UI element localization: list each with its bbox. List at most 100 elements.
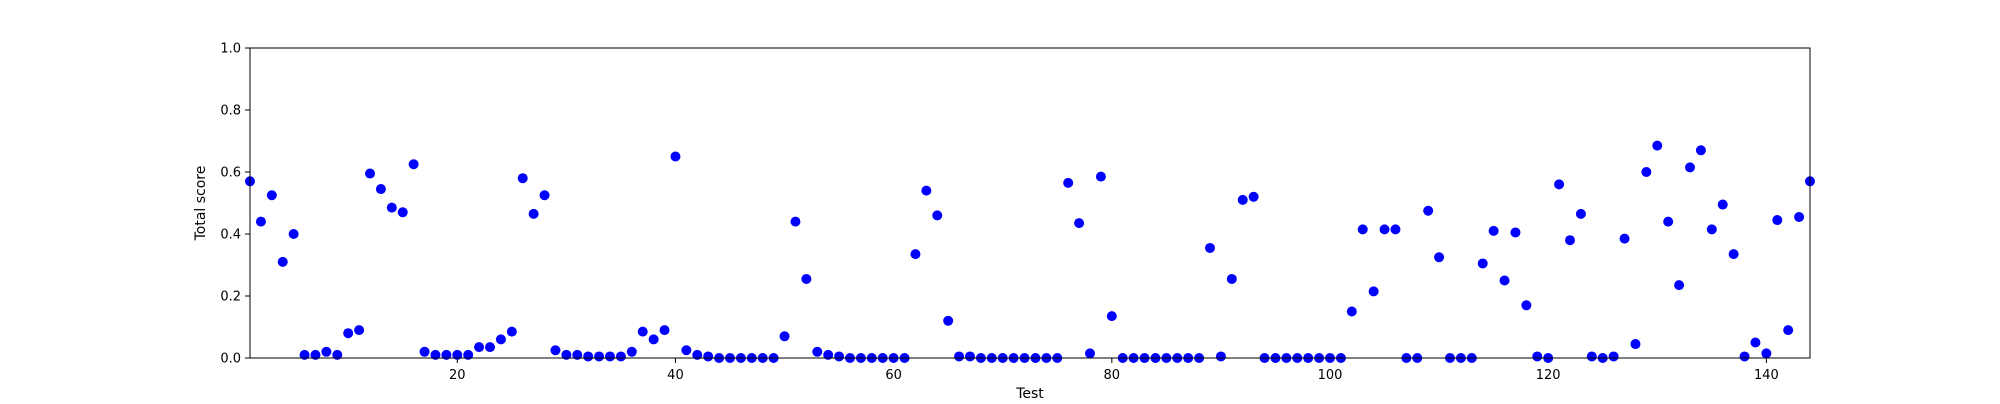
data-point: [659, 325, 670, 336]
data-point: [1772, 215, 1783, 226]
data-point: [1063, 177, 1074, 188]
data-point: [703, 351, 714, 362]
data-point: [583, 351, 594, 362]
data-point: [1739, 351, 1750, 362]
data-points: [245, 140, 1815, 363]
data-point: [1095, 171, 1106, 182]
x-tick-label: 80: [1104, 368, 1121, 383]
y-tick-label: 0.6: [220, 166, 241, 181]
x-tick-label: 100: [1318, 368, 1343, 383]
data-point: [1074, 218, 1085, 229]
data-point: [615, 351, 626, 362]
data-point: [474, 342, 485, 353]
data-point: [605, 351, 615, 362]
data-point: [463, 349, 474, 360]
data-point: [321, 346, 332, 357]
data-point: [1423, 205, 1434, 216]
data-point: [692, 349, 703, 360]
data-point: [681, 345, 692, 356]
data-point: [1390, 224, 1401, 235]
data-point: [365, 168, 375, 179]
x-axis-label: Test: [1015, 386, 1044, 400]
data-point: [823, 349, 834, 360]
x-tick-label: 40: [667, 368, 684, 383]
data-point: [1761, 348, 1772, 359]
data-point: [1728, 249, 1739, 260]
data-point: [1750, 337, 1761, 348]
data-point: [485, 342, 495, 353]
data-point: [1237, 194, 1248, 205]
data-point: [1085, 348, 1095, 359]
y-tick-label: 0.2: [220, 290, 241, 305]
data-point: [1575, 208, 1586, 219]
data-point: [1215, 351, 1226, 362]
data-point: [1510, 227, 1521, 238]
data-point: [1226, 273, 1237, 284]
plot-frame: [249, 47, 1811, 359]
data-point: [1663, 216, 1674, 227]
data-point: [375, 184, 386, 195]
data-point: [255, 216, 266, 227]
data-point: [419, 346, 430, 357]
data-point: [1554, 179, 1565, 190]
data-point: [626, 346, 637, 357]
data-point: [1783, 325, 1794, 336]
data-point: [397, 207, 408, 218]
data-point: [1695, 145, 1706, 156]
data-point: [310, 349, 321, 360]
data-point: [801, 273, 812, 284]
data-point: [1652, 140, 1663, 151]
y-tick-label: 0.4: [220, 228, 241, 243]
y-tick-label: 1.0: [220, 42, 241, 57]
data-point: [1619, 233, 1630, 244]
y-axis-label: Total score: [193, 166, 209, 242]
data-point: [1521, 300, 1532, 311]
data-point: [528, 208, 539, 219]
data-point: [332, 349, 343, 360]
data-point: [1674, 280, 1685, 291]
data-point: [921, 185, 932, 196]
data-point: [354, 325, 365, 336]
data-point: [670, 151, 681, 162]
data-point: [288, 229, 299, 239]
data-point: [965, 351, 975, 362]
data-point: [441, 349, 452, 360]
data-point: [506, 326, 517, 337]
x-tick-label: 140: [1754, 368, 1779, 383]
data-point: [1586, 351, 1597, 362]
data-point: [408, 159, 419, 170]
data-point: [539, 190, 550, 201]
data-point: [1706, 224, 1717, 235]
data-point: [550, 345, 561, 356]
data-point: [1106, 311, 1117, 322]
data-point: [452, 349, 463, 360]
data-point: [1346, 306, 1357, 317]
data-point: [1434, 252, 1445, 263]
data-point: [277, 256, 288, 267]
data-point: [1488, 225, 1499, 236]
data-point: [495, 334, 506, 345]
x-axis: 20 40 60 80 100 120 140: [449, 358, 1779, 383]
data-point: [910, 249, 921, 260]
data-point: [343, 328, 354, 339]
data-point: [834, 351, 845, 362]
data-point: [1205, 242, 1215, 253]
data-point: [1641, 167, 1652, 177]
data-point: [1532, 351, 1543, 362]
data-point: [594, 351, 605, 362]
y-tick-label: 0.0: [220, 352, 241, 367]
data-point: [299, 349, 310, 360]
data-point: [648, 334, 659, 345]
x-tick-label: 60: [885, 368, 902, 383]
data-point: [1565, 235, 1575, 246]
data-point: [1499, 275, 1510, 286]
y-axis: 0.0 0.2 0.4 0.6 0.8 1.0: [220, 42, 250, 367]
x-tick-label: 120: [1536, 368, 1561, 383]
data-point: [1368, 286, 1379, 297]
data-point: [1248, 191, 1259, 202]
data-point: [386, 202, 397, 213]
data-point: [812, 346, 823, 357]
data-point: [572, 349, 583, 360]
